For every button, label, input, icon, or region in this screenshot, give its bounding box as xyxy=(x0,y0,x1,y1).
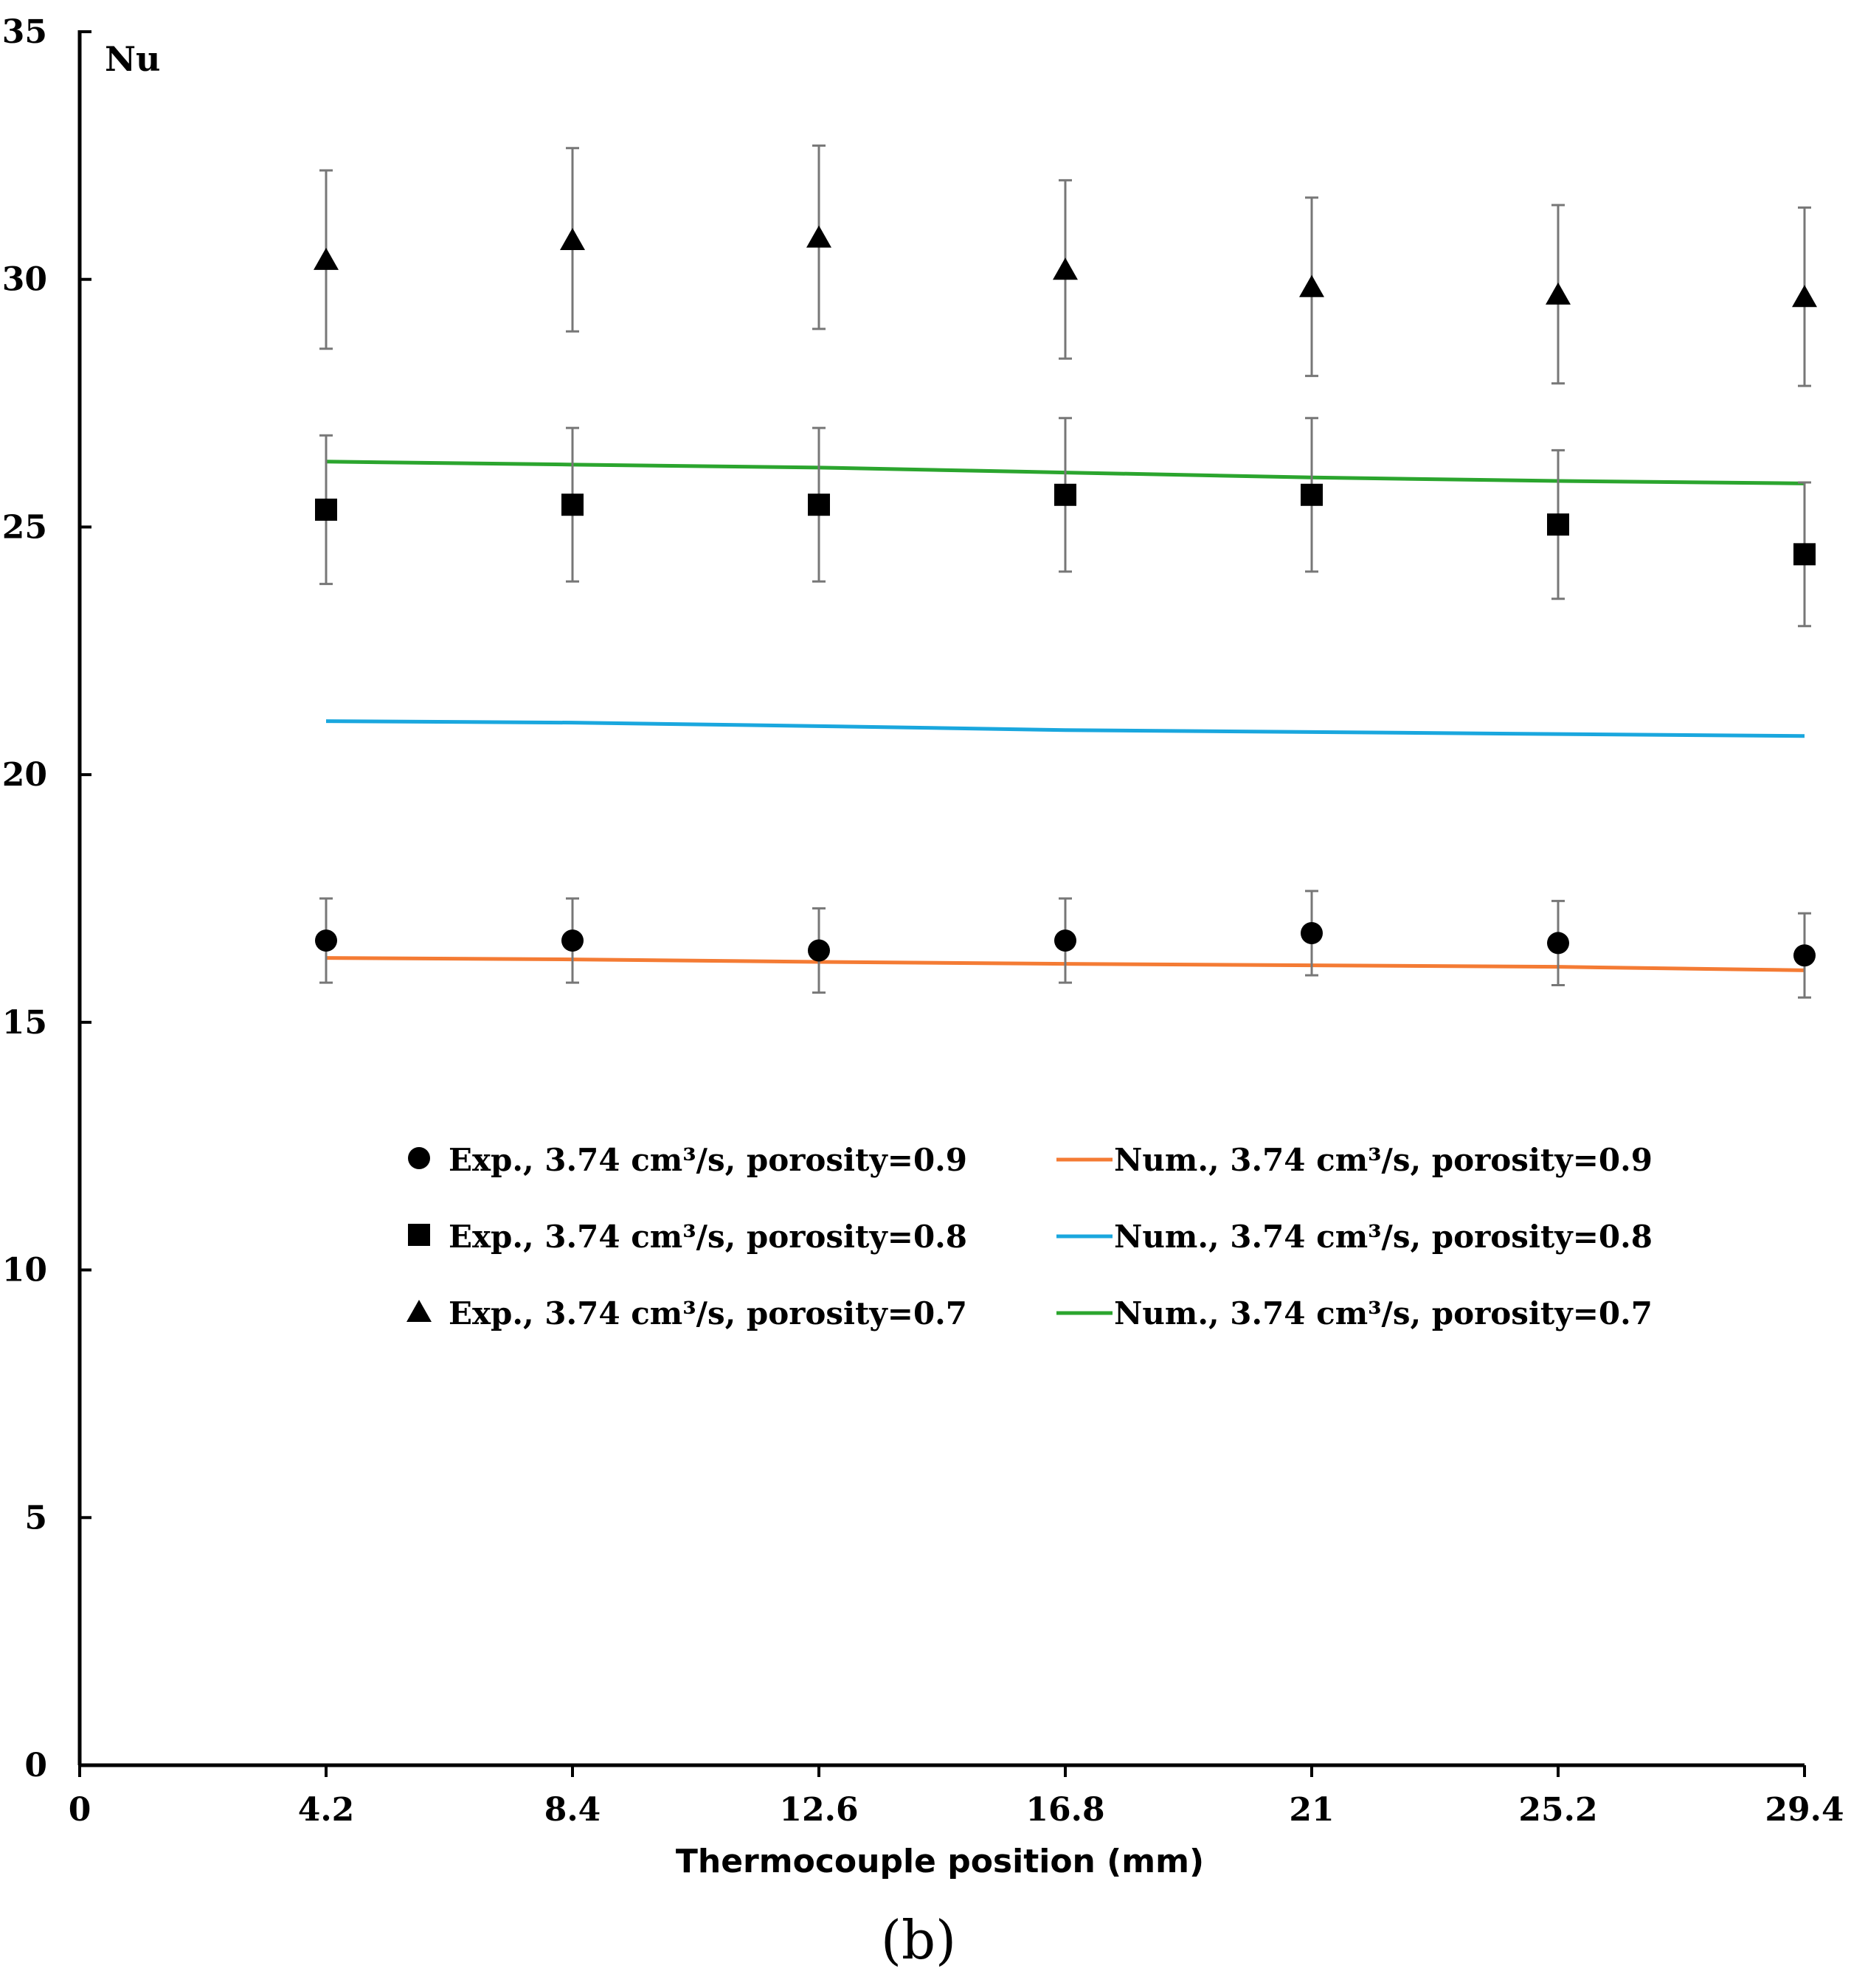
y-tick-label: 25 xyxy=(2,508,47,546)
x-tick-label: 12.6 xyxy=(779,1791,858,1829)
data-point-triangle xyxy=(560,228,585,250)
data-point-square xyxy=(1793,543,1816,566)
y-tick-label: 15 xyxy=(2,1004,47,1042)
marks-layer xyxy=(314,144,1817,999)
legend-label: Exp., 3.74 cm³/s, porosity=0.8 xyxy=(449,1219,967,1255)
data-point-circle xyxy=(1793,944,1816,967)
x-tick-label: 29.4 xyxy=(1765,1791,1844,1829)
y-tick-label: 30 xyxy=(2,261,47,299)
axes-layer: 0 5 10 15 20 25 30 35 0 4.2 8.4 12.6 16.8 21 25.2 29.4 xyxy=(2,13,1844,1829)
x-tick-label: 0 xyxy=(69,1791,91,1829)
y-axis-label: Nu xyxy=(105,39,161,79)
x-axis-label: Thermocouple position (mm) xyxy=(676,1843,1204,1880)
data-point-triangle xyxy=(1053,257,1078,280)
data-point-square xyxy=(561,493,584,516)
data-point-square xyxy=(1301,483,1323,506)
legend-marker-square xyxy=(408,1224,430,1246)
data-point-triangle xyxy=(806,225,831,248)
data-point-square xyxy=(808,493,830,516)
y-tick-label: 10 xyxy=(2,1252,47,1289)
figure-caption: (b) xyxy=(881,1909,956,1971)
legend-label: Exp., 3.74 cm³/s, porosity=0.9 xyxy=(449,1142,967,1178)
data-point-circle xyxy=(561,929,584,952)
data-point-circle xyxy=(808,939,830,962)
x-tick-label: 21 xyxy=(1289,1791,1334,1829)
legend-label: Num., 3.74 cm³/s, porosity=0.8 xyxy=(1114,1219,1653,1255)
x-tick-label: 8.4 xyxy=(544,1791,601,1829)
legend: Exp., 3.74 cm³/s, porosity=0.9 Exp., 3.74… xyxy=(406,1142,1653,1331)
y-tick-label: 5 xyxy=(24,1499,47,1537)
data-point-square xyxy=(1054,483,1076,506)
data-point-circle xyxy=(1547,932,1569,955)
legend-marker-circle xyxy=(408,1147,430,1169)
y-tick-label: 35 xyxy=(2,13,47,51)
data-point-circle xyxy=(1301,922,1323,944)
data-point-triangle xyxy=(1792,285,1817,308)
data-point-square xyxy=(1547,513,1569,536)
legend-label: Num., 3.74 cm³/s, porosity=0.9 xyxy=(1114,1142,1653,1178)
y-tick-label: 20 xyxy=(2,756,47,794)
legend-marker-triangle xyxy=(406,1300,432,1322)
data-point-circle xyxy=(1054,929,1076,952)
data-point-triangle xyxy=(1546,282,1571,305)
x-tick-label: 4.2 xyxy=(298,1791,355,1829)
data-point-triangle xyxy=(314,247,339,270)
data-point-triangle xyxy=(1299,274,1324,297)
y-tick-label: 0 xyxy=(24,1747,47,1784)
data-point-circle xyxy=(315,929,337,952)
x-tick-label: 25.2 xyxy=(1518,1791,1597,1829)
legend-label: Num., 3.74 cm³/s, porosity=0.7 xyxy=(1114,1295,1653,1331)
legend-label: Exp., 3.74 cm³/s, porosity=0.7 xyxy=(449,1295,967,1331)
data-point-square xyxy=(315,498,337,521)
series-line-2 xyxy=(325,719,1805,738)
x-tick-label: 16.8 xyxy=(1025,1791,1104,1829)
